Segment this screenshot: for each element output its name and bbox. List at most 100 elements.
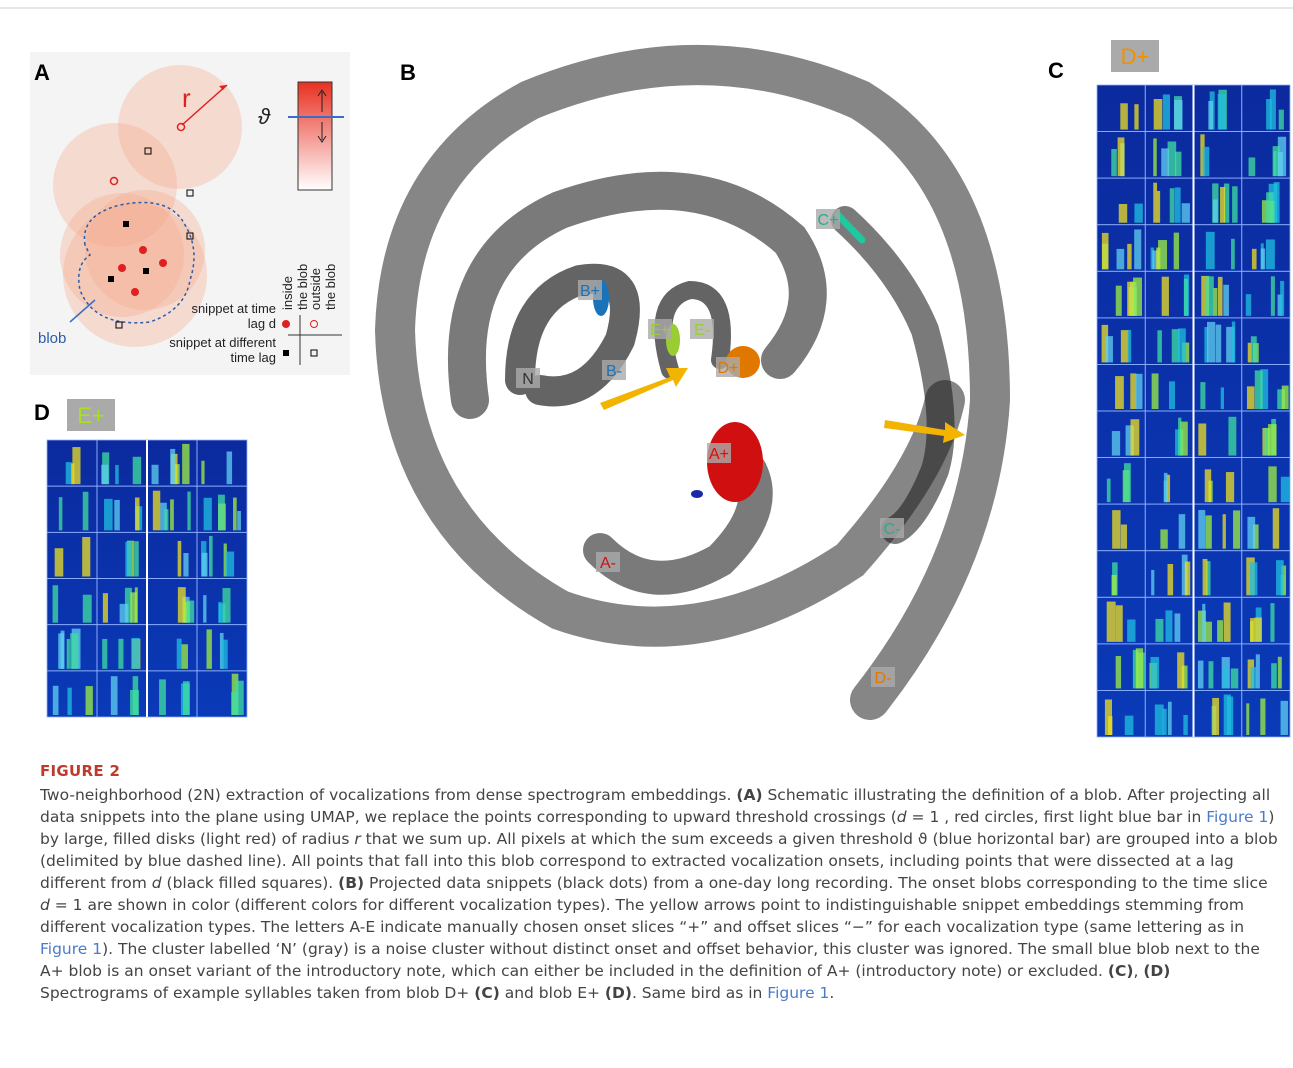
syllable-streak <box>1281 701 1288 735</box>
syllable-streak <box>103 593 108 622</box>
syllable-streak <box>53 686 59 715</box>
syllable-streak <box>1224 603 1231 642</box>
yellow-arrows <box>600 368 965 443</box>
syllable-streak <box>1202 604 1205 642</box>
syllable-streak <box>125 542 132 577</box>
panel-label: B <box>400 60 416 85</box>
syllable-streak <box>135 541 139 576</box>
caption-part: = 1 , red circles, first light blue bar … <box>907 808 1207 826</box>
tag: D+ <box>1121 44 1150 69</box>
syllable-streak <box>1213 288 1217 316</box>
syllable-streak <box>1249 157 1256 176</box>
syllable-streak <box>1256 654 1260 688</box>
syllable-streak <box>204 498 212 531</box>
syllable-streak <box>1207 322 1215 363</box>
panel-label: D <box>34 400 50 425</box>
syllable-streak <box>1169 381 1175 409</box>
caption-part[interactable]: Figure 1 <box>1206 808 1268 826</box>
syllable-streak <box>1270 89 1276 129</box>
syllable-streak <box>1248 343 1252 363</box>
threshold-bar <box>298 82 332 190</box>
syllable-streak <box>1271 663 1277 688</box>
syllable-streak <box>1175 613 1181 641</box>
syllable-streak <box>1220 187 1225 223</box>
syllable-streak <box>1116 605 1123 642</box>
syllable-streak <box>1233 510 1240 548</box>
syllable-streak <box>1278 657 1282 689</box>
syllable-streak <box>218 602 221 623</box>
syllable-streak <box>170 499 174 530</box>
syllable-streak <box>1112 431 1120 456</box>
cluster-label: N <box>522 371 534 388</box>
syllable-streak <box>1205 469 1211 502</box>
syllable-streak <box>227 451 232 484</box>
syllable-streak <box>1175 187 1181 222</box>
syllable-streak <box>1266 192 1274 222</box>
syllable-streak <box>187 601 194 623</box>
syllable-streak <box>1106 336 1113 362</box>
syllable-streak <box>178 541 182 577</box>
caption-part: = 1 are shown in color (different colors… <box>40 896 1244 936</box>
syllable-streak <box>1133 278 1142 316</box>
syllable-streak <box>1151 570 1154 595</box>
syllable-streak <box>221 640 227 669</box>
syllable-streak <box>102 639 107 669</box>
syllable-streak <box>1174 100 1183 130</box>
syllable-streak <box>1116 286 1122 316</box>
syllable-streak <box>1228 417 1236 456</box>
syllable-streak <box>120 604 129 623</box>
syllable-streak <box>86 686 93 715</box>
caption-part[interactable]: Figure 1 <box>40 940 102 958</box>
page: A r ϑ insidethe blob outsidethe blob sni… <box>0 0 1293 1068</box>
caption-part: Projected data snippets (black dots) fro… <box>364 874 1268 892</box>
syllable-streak <box>1261 249 1265 270</box>
syllable-streak <box>1152 373 1159 409</box>
syllable-streak <box>1255 618 1262 642</box>
syllable-streak <box>1184 279 1188 316</box>
spectrograms <box>47 440 247 717</box>
syllable-streak <box>1270 603 1274 642</box>
syllable-streak <box>133 457 141 484</box>
syllable-streak <box>1112 575 1117 595</box>
syllable-streak <box>209 536 213 577</box>
caption-heading: FIGURE 2 <box>40 760 1280 782</box>
cluster-label: B+ <box>580 283 600 300</box>
theta-label: ϑ <box>258 104 271 129</box>
syllable-streak <box>1206 276 1214 316</box>
syllable-streak <box>1134 104 1138 129</box>
syllable-streak <box>1124 463 1131 502</box>
syllable-streak <box>1134 204 1142 223</box>
syllable-streak <box>1273 508 1279 548</box>
syllable-streak <box>1216 325 1222 363</box>
syllable-streak <box>164 509 168 530</box>
syllable-streak <box>1250 618 1255 642</box>
cluster-label: C+ <box>818 212 839 229</box>
syllable-streak <box>1232 322 1235 363</box>
syllable-streak <box>1198 510 1205 549</box>
syllable-streak <box>118 639 123 669</box>
syllable-streak <box>170 449 175 484</box>
syllable-streak <box>1157 191 1160 223</box>
cluster-label: B- <box>606 363 622 380</box>
syllable-streak <box>1251 667 1256 688</box>
syllable-streak <box>1130 373 1136 409</box>
syllable-streak <box>1247 517 1255 549</box>
syllable-streak <box>82 537 90 577</box>
caption-part: Spectrograms of example syllables taken … <box>40 984 474 1002</box>
syllable-streak <box>66 462 72 484</box>
syllable-streak <box>1127 282 1134 316</box>
syllable-streak <box>1221 387 1224 409</box>
syllable-streak <box>1266 239 1275 269</box>
syllable-streak <box>152 465 159 484</box>
syllable-streak <box>202 553 208 577</box>
caption-part: d <box>897 808 907 826</box>
syllable-streak <box>114 500 120 530</box>
syllable-streak <box>1223 285 1229 316</box>
syllable-streak <box>83 595 92 623</box>
syllable-streak <box>1130 419 1139 455</box>
caption-part[interactable]: Figure 1 <box>767 984 829 1002</box>
syllable-streak <box>1174 233 1179 270</box>
syllable-streak <box>67 639 70 669</box>
syllable-streak <box>1153 183 1157 223</box>
syllable-streak <box>67 688 71 715</box>
